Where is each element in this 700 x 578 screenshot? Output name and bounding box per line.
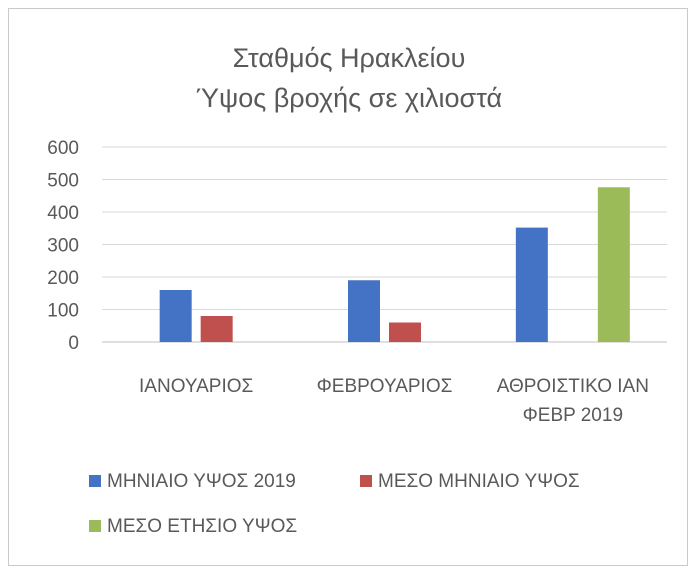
legend-swatch bbox=[360, 475, 372, 487]
y-tick-label: 200 bbox=[47, 268, 79, 289]
chart-title: Σταθμός Ηρακλείου Ύψος βροχής σε χιλιοστά bbox=[196, 43, 502, 113]
chart-title-line: Σταθμός Ηρακλείου bbox=[233, 43, 466, 73]
bar bbox=[515, 227, 548, 342]
y-tick-label: 500 bbox=[47, 171, 79, 192]
y-tick-label: 0 bbox=[68, 333, 79, 354]
rainfall-chart: Σταθμός Ηρακλείου Ύψος βροχής σε χιλιοστά… bbox=[47, 43, 667, 537]
legend-item: ΜΕΣΟ ΕΤΗΣΙΟ ΥΨΟΣ bbox=[89, 516, 297, 537]
x-category-label: ΦΕΒΡΟΥΑΡΙΟΣ bbox=[317, 376, 453, 397]
legend-label: ΜΗΝΙΑΙΟ ΥΨΟΣ 2019 bbox=[107, 471, 296, 492]
y-tick-label: 100 bbox=[47, 301, 79, 322]
y-tick-label: 300 bbox=[47, 236, 79, 257]
x-category-label: ΦΕΒΡ 2019 bbox=[523, 405, 623, 426]
bar bbox=[200, 316, 233, 342]
x-category-label: ΑΘΡΟΙΣΤΙΚΟ ΙΑΝ bbox=[497, 376, 649, 397]
bar bbox=[348, 280, 380, 342]
y-tick-label: 400 bbox=[47, 203, 79, 224]
legend-item: ΜΗΝΙΑΙΟ ΥΨΟΣ 2019 bbox=[89, 471, 296, 492]
legend: ΜΗΝΙΑΙΟ ΥΨΟΣ 2019 ΜΕΣΟ ΜΗΝΙΑΙΟ ΥΨΟΣ ΜΕΣΟ Ε… bbox=[89, 471, 580, 537]
x-axis-categories: ΙΑΝΟΥΑΡΙΟΣ ΦΕΒΡΟΥΑΡΙΟΣ ΑΘΡΟΙΣΤΙΚΟ ΙΑΝ ΦΕΒΡ … bbox=[139, 376, 649, 426]
legend-label: ΜΕΣΟ ΜΗΝΙΑΙΟ ΥΨΟΣ bbox=[378, 471, 580, 492]
x-category-label: ΙΑΝΟΥΑΡΙΟΣ bbox=[139, 376, 253, 397]
y-tick-label: 600 bbox=[47, 138, 79, 159]
gridlines bbox=[102, 146, 667, 343]
legend-item: ΜΕΣΟ ΜΗΝΙΑΙΟ ΥΨΟΣ bbox=[360, 471, 580, 492]
chart-title-line: Ύψος βροχής σε χιλιοστά bbox=[196, 83, 502, 113]
bar bbox=[389, 322, 421, 342]
bars bbox=[159, 187, 630, 342]
bar bbox=[597, 187, 630, 342]
chart-frame: Σταθμός Ηρακλείου Ύψος βροχής σε χιλιοστά… bbox=[8, 8, 688, 566]
bar bbox=[159, 290, 192, 342]
legend-swatch bbox=[89, 475, 101, 487]
legend-label: ΜΕΣΟ ΕΤΗΣΙΟ ΥΨΟΣ bbox=[107, 516, 297, 537]
y-axis-ticks: 0 100 200 300 400 500 600 bbox=[47, 138, 79, 354]
legend-swatch bbox=[89, 520, 101, 532]
